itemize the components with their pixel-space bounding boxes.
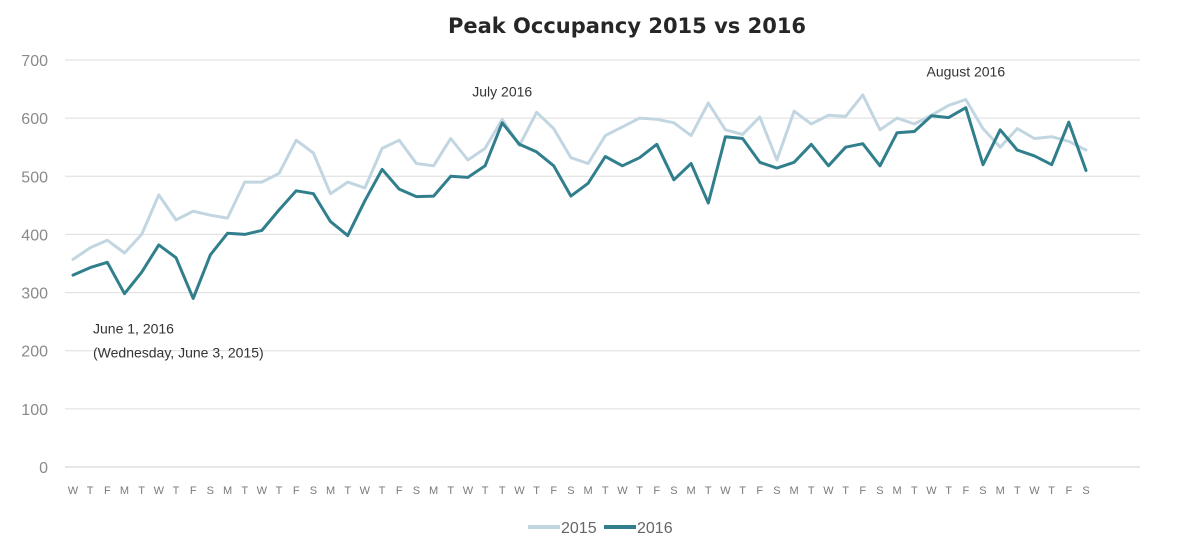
x-tick-label: T [808,485,815,497]
x-tick-label: F [104,485,111,497]
x-tick-label: T [173,485,180,497]
y-axis-tick-labels: 0 100 200 300 400 500 600 700 [21,53,48,477]
x-tick-label: T [276,485,283,497]
x-tick-label: T [499,485,506,497]
x-tick-label: W [720,485,731,497]
chart-title: Peak Occupancy 2015 vs 2016 [448,14,806,38]
series-lines [71,93,1088,300]
x-tick-label: W [68,485,79,497]
x-tick-label: W [514,485,525,497]
x-tick-label: F [293,485,300,497]
legend: 2015 2016 [528,520,673,537]
x-tick-label: W [926,485,937,497]
x-tick-label: M [223,485,232,497]
x-tick-label: T [482,485,489,497]
x-tick-label: T [241,485,248,497]
x-tick-label: T [138,485,145,497]
x-tick-label: T [602,485,609,497]
x-tick-label: W [463,485,474,497]
series-line-2015 [71,93,1088,261]
x-tick-label: M [996,485,1005,497]
x-tick-label: S [670,485,677,497]
x-tick-label: S [876,485,883,497]
x-tick-label: S [310,485,317,497]
y-tick-label: 500 [21,169,48,186]
x-tick-label: T [945,485,952,497]
legend-label: 2015 [561,520,597,537]
x-tick-label: M [120,485,129,497]
legend-label: 2016 [637,520,673,537]
x-tick-label: W [257,485,268,497]
x-tick-label: F [962,485,969,497]
x-tick-label: M [790,485,799,497]
x-tick-label: T [533,485,540,497]
x-tick-label: T [739,485,746,497]
annotation-label: (Wednesday, June 3, 2015) [93,344,264,360]
x-tick-label: W [617,485,628,497]
annotation-label: August 2016 [927,63,1006,79]
x-tick-label: M [893,485,902,497]
x-tick-label: W [360,485,371,497]
y-tick-label: 200 [21,344,48,361]
x-tick-label: S [207,485,214,497]
x-tick-label: T [87,485,94,497]
x-tick-label: S [773,485,780,497]
x-tick-label: F [550,485,557,497]
x-tick-label: F [190,485,197,497]
x-tick-label: S [413,485,420,497]
y-tick-label: 700 [21,53,48,70]
x-tick-label: T [842,485,849,497]
annotations: June 1, 2016 (Wednesday, June 3, 2015) Jul… [93,63,1005,360]
x-tick-label: W [1029,485,1040,497]
y-tick-label: 600 [21,111,48,128]
annotation-label: June 1, 2016 [93,320,174,336]
x-tick-label: T [911,485,918,497]
x-tick-label: M [326,485,335,497]
y-tick-label: 100 [21,402,48,419]
x-tick-label: T [379,485,386,497]
x-tick-label: S [1082,485,1089,497]
x-tick-label: F [396,485,403,497]
series-line-2016 [71,106,1088,300]
y-tick-label: 400 [21,227,48,244]
x-tick-label: T [705,485,712,497]
x-tick-label: W [154,485,165,497]
x-tick-label: T [636,485,643,497]
annotation-label: July 2016 [472,84,532,100]
x-tick-label: T [344,485,351,497]
x-tick-label: F [859,485,866,497]
x-tick-label: F [756,485,763,497]
x-tick-label: W [823,485,834,497]
x-tick-label: T [447,485,454,497]
x-tick-label: F [653,485,660,497]
x-tick-label: F [1065,485,1072,497]
y-tick-label: 0 [39,460,48,477]
x-tick-label: T [1014,485,1021,497]
x-tick-label: M [687,485,696,497]
x-tick-label: S [979,485,986,497]
x-tick-label: S [567,485,574,497]
y-tick-label: 300 [21,286,48,303]
x-tick-label: T [1048,485,1055,497]
x-tick-label: M [429,485,438,497]
x-tick-label: M [583,485,592,497]
